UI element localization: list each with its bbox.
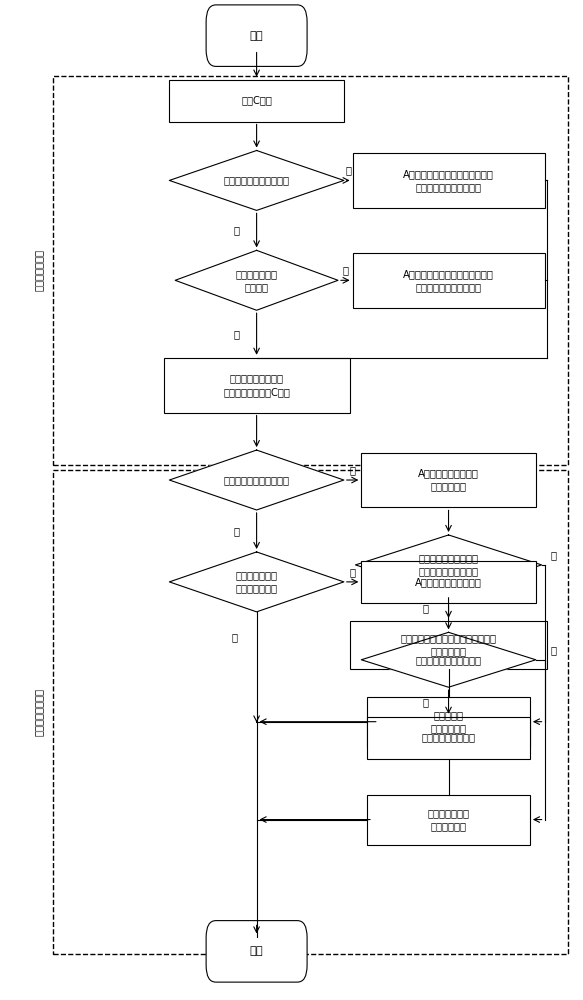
FancyBboxPatch shape xyxy=(367,697,530,747)
Polygon shape xyxy=(170,450,344,510)
Text: 否: 否 xyxy=(231,632,237,642)
Text: 否: 否 xyxy=(422,603,429,613)
FancyBboxPatch shape xyxy=(206,921,307,982)
Text: 黑线两侧的波形是否反相: 黑线两侧的波形是否反相 xyxy=(416,655,482,665)
Text: 黑线部分为裂纹缺陷: 黑线部分为裂纹缺陷 xyxy=(422,733,476,743)
FancyBboxPatch shape xyxy=(353,153,545,208)
FancyBboxPatch shape xyxy=(367,717,530,759)
Polygon shape xyxy=(170,552,344,612)
Text: 否: 否 xyxy=(233,329,239,339)
Text: 开始: 开始 xyxy=(250,31,264,41)
Text: 是: 是 xyxy=(350,567,356,577)
Text: 是: 是 xyxy=(350,465,356,475)
FancyBboxPatch shape xyxy=(367,795,530,845)
Text: 是: 是 xyxy=(342,265,348,275)
Text: 结束: 结束 xyxy=(250,946,264,956)
Polygon shape xyxy=(361,632,536,687)
FancyBboxPatch shape xyxy=(170,80,344,122)
Text: 塑封体缺陷检测: 塑封体缺陷检测 xyxy=(33,249,44,291)
FancyBboxPatch shape xyxy=(361,561,536,603)
Text: 扫描图像中是否
存在黑色海岸线: 扫描图像中是否 存在黑色海岸线 xyxy=(236,570,278,593)
Text: 是: 是 xyxy=(345,165,351,175)
Text: 否: 否 xyxy=(233,526,239,536)
Polygon shape xyxy=(175,250,338,310)
Text: A扫描检测波形，若黑色线条两侧
波形一致，则为裂纹缺陷: A扫描检测波形，若黑色线条两侧 波形一致，则为裂纹缺陷 xyxy=(403,269,494,292)
Text: A扫描检测黑线两侧波形: A扫描检测黑线两侧波形 xyxy=(415,577,482,587)
FancyBboxPatch shape xyxy=(164,358,350,413)
Text: 明亮区域为
界面分层缺陷: 明亮区域为 界面分层缺陷 xyxy=(430,710,466,733)
Text: A扫描检测明亮区域和
黑色区域波形: A扫描检测明亮区域和 黑色区域波形 xyxy=(418,468,479,492)
Text: 是: 是 xyxy=(550,645,556,655)
Text: 换能器聚焦到器件的
引线框架上，进行C扫描: 换能器聚焦到器件的 引线框架上，进行C扫描 xyxy=(223,374,290,397)
Text: A扫描检测波形，若明亮区域多出
一个波形，则为空洞缺陷: A扫描检测波形，若明亮区域多出 一个波形，则为空洞缺陷 xyxy=(403,169,494,192)
Polygon shape xyxy=(356,535,542,595)
Text: 否: 否 xyxy=(233,225,239,235)
FancyBboxPatch shape xyxy=(353,253,545,308)
Text: 扫描图像中存在明亮区域: 扫描图像中存在明亮区域 xyxy=(224,475,290,485)
Polygon shape xyxy=(170,150,344,210)
Text: 若明亮区域比黑色区域多一个波形，
则为空洞缺陷: 若明亮区域比黑色区域多一个波形， 则为空洞缺陷 xyxy=(401,633,497,656)
Text: 扫描图像中存在
黑色线条: 扫描图像中存在 黑色线条 xyxy=(236,269,278,292)
Text: 明亮区域的波形是否与
黑色区域波形存在反相: 明亮区域的波形是否与 黑色区域波形存在反相 xyxy=(419,553,479,577)
Text: 扫描图像中存在明亮区域: 扫描图像中存在明亮区域 xyxy=(224,175,290,185)
Text: 重要界面缺陷检测: 重要界面缺陷检测 xyxy=(33,688,44,736)
FancyBboxPatch shape xyxy=(361,453,536,507)
Text: 逐层C扫描: 逐层C扫描 xyxy=(241,96,272,106)
Text: 否: 否 xyxy=(422,697,429,707)
Text: 是: 是 xyxy=(550,550,556,560)
Text: 两侧较亮区域为
界面分层缺陷: 两侧较亮区域为 界面分层缺陷 xyxy=(427,808,469,831)
FancyBboxPatch shape xyxy=(206,5,307,66)
FancyBboxPatch shape xyxy=(350,621,547,669)
